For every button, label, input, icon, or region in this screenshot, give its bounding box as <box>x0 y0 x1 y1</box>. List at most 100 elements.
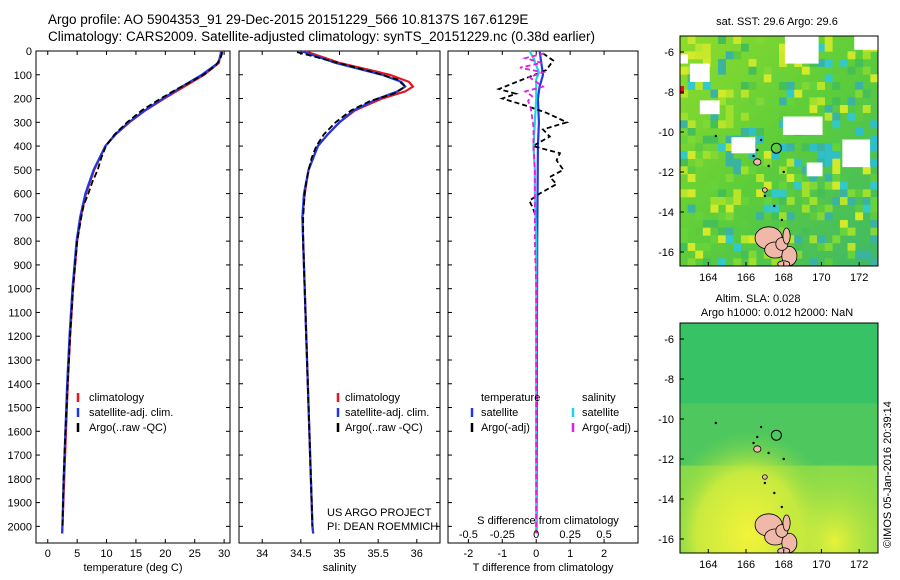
sst-cell <box>779 189 787 198</box>
sst-cell <box>832 120 841 129</box>
islet-dot <box>763 481 767 485</box>
x-tick-label: 25 <box>189 548 201 560</box>
sst-cell <box>862 197 871 205</box>
sst-cell <box>855 212 864 221</box>
sst-cell <box>794 235 803 244</box>
x-tick-label: -1 <box>497 548 507 560</box>
x-tick-label: 168 <box>775 272 793 284</box>
sst-cell <box>725 135 734 144</box>
sst-cell <box>733 258 742 266</box>
series-line-argo <box>296 51 407 527</box>
y-tick-label: 800 <box>14 236 32 248</box>
legend-label: satellite-adj. clim. <box>89 407 173 419</box>
sst-cell <box>725 174 734 182</box>
sst-cell <box>862 89 871 98</box>
y-tick-label: -8 <box>664 374 674 386</box>
legend-label: satellite-adj. clim. <box>345 407 429 419</box>
sst-cell <box>680 151 688 159</box>
sst-cell <box>824 36 833 44</box>
sla-map-panel: Altim. SLA: 0.028 Argo h1000: 0.012 h2000… <box>658 293 879 571</box>
sla-title: Altim. SLA: 0.028 <box>716 293 801 305</box>
sst-cell <box>710 89 719 98</box>
sst-cell <box>801 166 810 175</box>
sst-cell <box>870 258 878 266</box>
islet-dot <box>752 441 755 445</box>
sst-cell <box>725 143 734 152</box>
sst-cell <box>718 120 726 129</box>
sst-cell <box>870 120 878 129</box>
x-tick-label: 35 <box>333 548 345 560</box>
sst-cell <box>817 212 825 221</box>
sst-cell <box>801 143 810 152</box>
y-tick-label: -14 <box>658 494 674 506</box>
sst-cell <box>817 235 825 244</box>
sst-cell <box>832 143 841 152</box>
y-tick-label: 1000 <box>8 284 32 296</box>
sst-cell <box>779 181 787 190</box>
sst-cell <box>702 151 711 159</box>
sst-cell <box>870 204 878 213</box>
y-tick-label: 400 <box>14 141 32 153</box>
sst-cell <box>740 112 749 121</box>
sst-cell <box>824 74 833 83</box>
sst-cell <box>702 82 711 90</box>
y-tick-label: 1800 <box>8 474 32 486</box>
sst-cell <box>702 120 711 129</box>
x-axis-label: T difference from climatology <box>473 562 614 574</box>
legend-label: Argo(..raw -QC) <box>345 422 423 434</box>
sst-cell <box>847 197 856 205</box>
sst-cell <box>680 66 688 75</box>
x-tick-label: 172 <box>850 559 868 571</box>
sst-cell <box>718 235 726 244</box>
legend-label: climatology <box>89 392 145 404</box>
x-tick-label: 164 <box>699 559 717 571</box>
sst-cell <box>794 243 803 251</box>
cloud-gap <box>689 63 710 82</box>
sst-cell <box>832 166 841 175</box>
sst-cell <box>809 181 818 190</box>
series-line-t-argo <box>496 52 570 218</box>
sst-cell <box>725 204 734 213</box>
sst-cell <box>839 59 848 67</box>
sst-cell <box>862 66 871 75</box>
sst-cell <box>817 189 825 198</box>
sst-cell <box>687 36 696 44</box>
cloud-gap <box>842 139 871 168</box>
sst-cell <box>870 220 878 228</box>
x-tick-label: 20 <box>159 548 171 560</box>
sst-cell <box>695 227 704 236</box>
map-field <box>680 323 878 553</box>
sst-cell <box>710 112 719 121</box>
y-tick-label: 1700 <box>8 450 32 462</box>
sst-cell <box>862 105 871 113</box>
x-tick-label: 1 <box>567 548 573 560</box>
sst-cell <box>756 97 765 106</box>
sst-cell <box>748 166 757 175</box>
profile-marker <box>770 429 782 441</box>
x-axis-label: temperature (deg C) <box>83 562 182 574</box>
sst-cell <box>687 82 696 90</box>
sst-cell <box>763 189 772 198</box>
sst-cell <box>725 112 734 121</box>
sst-cell <box>870 143 878 152</box>
sst-cell <box>725 158 734 167</box>
sst-cell <box>794 89 803 98</box>
sst-cell <box>832 97 841 106</box>
sst-cell <box>855 250 864 259</box>
sst-cell <box>824 59 833 67</box>
sst-cell <box>718 89 726 98</box>
sst-cell <box>687 258 696 266</box>
sst-hot-cell <box>680 86 684 94</box>
x2-tick-label: -0.25 <box>490 529 515 541</box>
sst-cell <box>718 258 726 266</box>
y-tick-label: 0 <box>26 46 32 58</box>
sst-cell <box>687 128 696 136</box>
sst-cell <box>687 189 696 198</box>
sst-cell <box>839 220 848 228</box>
y-tick-label: -16 <box>658 534 674 546</box>
legend-label: Argo(-adj) <box>481 422 530 434</box>
sst-cell <box>740 197 749 205</box>
cloud-gap <box>680 54 688 64</box>
sst-cell <box>748 258 757 266</box>
sst-cell <box>687 51 696 60</box>
